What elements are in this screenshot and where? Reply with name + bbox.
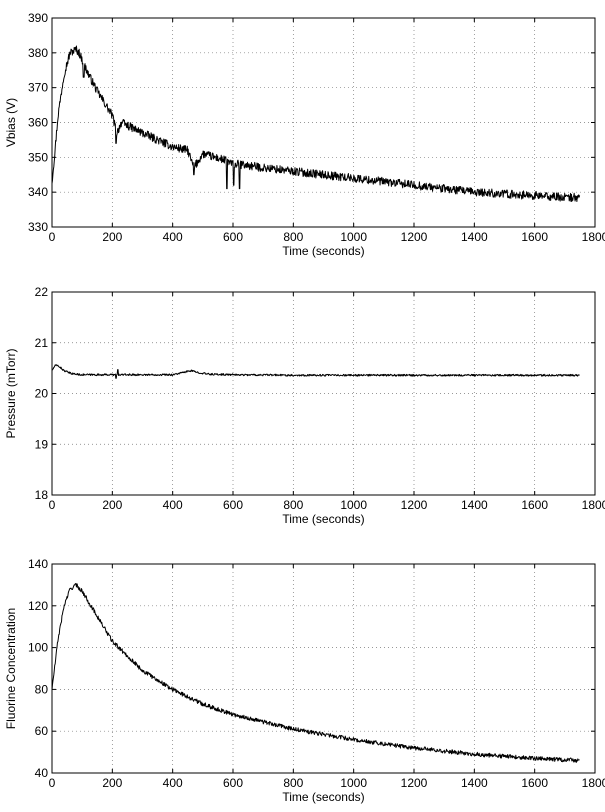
vbias-x-tick-label: 1600: [521, 230, 548, 244]
fluorine-x-tick-label: 1200: [401, 776, 428, 790]
fluorine-y-axis-label: Fluorine Concentration: [4, 608, 18, 729]
fluorine-x-tick-label: 200: [102, 776, 122, 790]
fluorine-x-tick-label: 800: [283, 776, 303, 790]
vbias-y-tick-label: 330: [28, 220, 48, 234]
pressure-series-line: [51, 364, 580, 379]
pressure-x-tick-label: 600: [223, 498, 243, 512]
pressure-x-tick-label: 200: [102, 498, 122, 512]
vbias-x-tick-label: 200: [102, 230, 122, 244]
pressure-y-tick-label: 19: [35, 437, 49, 451]
fluorine-series-line: [51, 583, 580, 763]
pressure-x-tick-label: 0: [49, 498, 56, 512]
fluorine-y-tick-label: 40: [35, 766, 49, 780]
fluorine-x-tick-label: 1800: [582, 776, 605, 790]
vbias-x-tick-label: 1200: [401, 230, 428, 244]
vbias-x-axis-label: Time (seconds): [282, 244, 364, 258]
pressure-y-tick-label: 18: [35, 488, 49, 502]
vbias-y-tick-label: 380: [28, 46, 48, 60]
vbias-x-tick-label: 1400: [461, 230, 488, 244]
fluorine-x-axis-label: Time (seconds): [282, 790, 364, 804]
pressure-y-tick-label: 21: [35, 336, 49, 350]
pressure-x-tick-label: 1600: [521, 498, 548, 512]
fluorine-x-tick-label: 1000: [340, 776, 367, 790]
vbias-x-tick-label: 400: [163, 230, 183, 244]
pressure-chart: 0 200 400 600 800 1000 1200 1400 1600 1800 18 19 20 2…: [4, 285, 605, 526]
vbias-y-tick-label: 340: [28, 185, 48, 199]
vbias-y-tick-label: 350: [28, 150, 48, 164]
fluorine-y-tick-label: 60: [35, 724, 49, 738]
pressure-x-tick-label: 1400: [461, 498, 488, 512]
fluorine-plot-area: [51, 563, 596, 774]
pressure-y-tick-label: 20: [35, 387, 49, 401]
fluorine-chart: 0 200 400 600 800 1000 1200 1400 1600 1800 40 60 80 1…: [4, 557, 605, 804]
pressure-y-tick-label: 22: [35, 285, 49, 299]
pressure-x-tick-label: 800: [283, 498, 303, 512]
pressure-x-tick-label: 1200: [401, 498, 428, 512]
pressure-plot-area: [51, 291, 596, 496]
fluorine-x-tick-label: 400: [163, 776, 183, 790]
vbias-x-tick-label: 600: [223, 230, 243, 244]
pressure-x-axis-label: Time (seconds): [282, 512, 364, 526]
vbias-y-axis-label: Vbias (V): [4, 98, 18, 147]
vbias-x-tick-label: 0: [49, 230, 56, 244]
vbias-y-tick-label: 360: [28, 116, 48, 130]
fluorine-y-tick-label: 80: [35, 682, 49, 696]
vbias-y-tick-label: 390: [28, 11, 48, 25]
fluorine-x-tick-label: 1400: [461, 776, 488, 790]
vbias-series-line: [51, 45, 581, 203]
fluorine-y-tick-label: 120: [28, 599, 48, 613]
pressure-x-tick-label: 1000: [340, 498, 367, 512]
vbias-x-tick-label: 1000: [340, 230, 367, 244]
fluorine-x-tick-label: 600: [223, 776, 243, 790]
vbias-x-tick-label: 1800: [582, 230, 605, 244]
fluorine-x-tick-label: 0: [49, 776, 56, 790]
fluorine-x-tick-label: 1600: [521, 776, 548, 790]
vbias-x-tick-label: 800: [283, 230, 303, 244]
pressure-x-tick-label: 1800: [582, 498, 605, 512]
vbias-chart: 0 200 400 600 800 1000 1200 1400 1600 1800 330 340 3…: [4, 11, 605, 258]
fluorine-y-tick-label: 100: [28, 641, 48, 655]
pressure-x-tick-label: 400: [163, 498, 183, 512]
vbias-y-tick-label: 370: [28, 81, 48, 95]
fluorine-y-tick-label: 140: [28, 557, 48, 571]
pressure-y-axis-label: Pressure (mTorr): [4, 348, 18, 438]
